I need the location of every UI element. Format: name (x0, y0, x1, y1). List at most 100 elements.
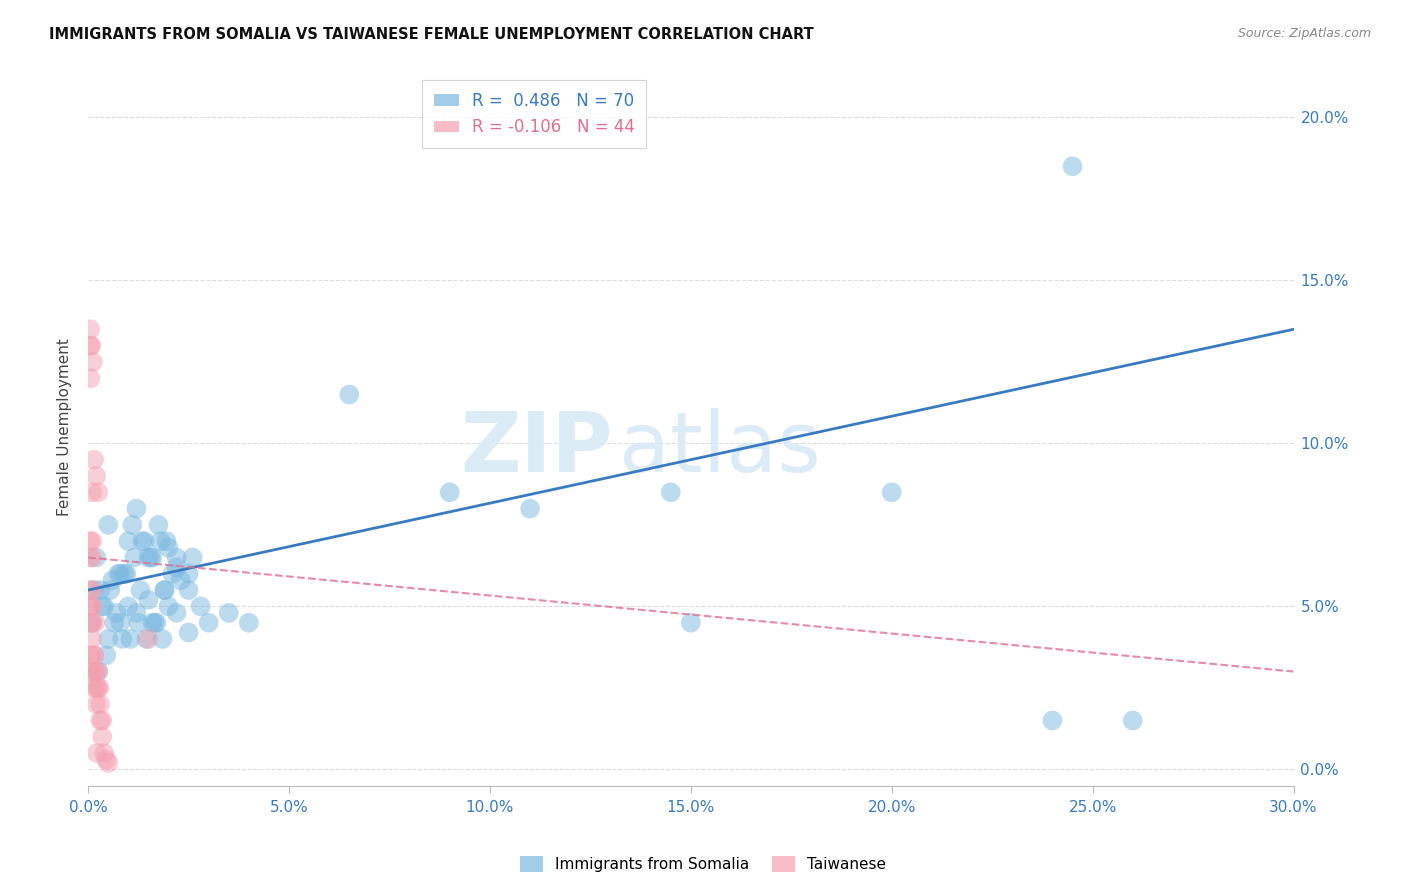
Point (87, 665, 110, 679)
Point (79, 550, 101, 565)
Point (79, 599, 101, 614)
Point (91, 714, 114, 728)
Point (166, 550, 188, 565)
Point (83, 648, 105, 663)
Point (149, 534, 172, 549)
Point (96, 753, 118, 767)
Point (79, 599, 101, 614)
Point (89, 714, 111, 728)
Point (135, 632, 157, 646)
Point (91, 730, 114, 744)
Point (82, 534, 104, 549)
Point (125, 501, 148, 516)
Point (80, 338, 103, 352)
Point (89, 583, 111, 598)
Point (177, 625, 200, 640)
Point (166, 560, 188, 574)
Point (101, 574, 124, 588)
Point (124, 550, 146, 565)
Point (91, 599, 114, 614)
Point (141, 550, 163, 565)
Legend: R =  0.486   N = 70, R = -0.106   N = 44: R = 0.486 N = 70, R = -0.106 N = 44 (422, 80, 647, 148)
Point (84, 615, 107, 630)
Point (89, 697, 111, 711)
Point (79, 338, 101, 352)
Point (880, 485, 903, 500)
Point (86, 746, 108, 760)
Point (157, 599, 180, 614)
Point (79, 322, 101, 336)
Text: Source: ZipAtlas.com: Source: ZipAtlas.com (1237, 27, 1371, 40)
Point (79, 665, 101, 679)
Point (120, 632, 142, 646)
Point (93, 746, 115, 760)
Point (110, 566, 132, 581)
Point (87, 665, 110, 679)
Point (439, 485, 461, 500)
Point (127, 615, 149, 630)
Point (1062, 159, 1084, 173)
Point (79, 371, 101, 385)
Point (157, 541, 180, 555)
Point (177, 583, 200, 598)
Point (115, 566, 138, 581)
Point (82, 615, 104, 630)
Point (1122, 714, 1144, 728)
Point (141, 615, 163, 630)
Point (139, 550, 162, 565)
Point (84, 681, 107, 695)
Point (166, 606, 188, 620)
Point (145, 615, 167, 630)
Point (98, 583, 121, 598)
Point (138, 632, 160, 646)
Point (1042, 714, 1064, 728)
Point (107, 566, 129, 581)
Point (83, 648, 105, 663)
Y-axis label: Female Unemployment: Female Unemployment (58, 338, 72, 516)
Point (153, 583, 176, 598)
Point (84, 469, 107, 483)
Point (169, 574, 191, 588)
Point (84, 665, 107, 679)
Point (129, 583, 152, 598)
Point (337, 387, 360, 401)
Point (177, 566, 200, 581)
Text: ZIP: ZIP (460, 409, 613, 489)
Point (155, 534, 177, 549)
Point (82, 599, 104, 614)
Point (197, 615, 219, 630)
Point (190, 599, 212, 614)
Point (96, 648, 118, 663)
Point (121, 517, 143, 532)
Point (84, 550, 107, 565)
Point (134, 534, 156, 549)
Point (519, 501, 541, 516)
Point (679, 615, 702, 630)
Point (181, 550, 204, 565)
Text: atlas: atlas (619, 409, 820, 489)
Point (82, 632, 104, 646)
Point (82, 355, 104, 369)
Point (82, 550, 104, 565)
Point (117, 534, 139, 549)
Point (82, 615, 104, 630)
Point (138, 592, 160, 607)
Point (125, 606, 148, 620)
Point (79, 534, 101, 549)
Point (131, 534, 153, 549)
Point (162, 566, 184, 581)
Point (112, 566, 135, 581)
Point (87, 485, 110, 500)
Point (89, 681, 111, 695)
Point (79, 615, 101, 630)
Point (143, 615, 166, 630)
Point (87, 681, 110, 695)
Point (79, 648, 101, 663)
Legend: Immigrants from Somalia, Taiwanese: Immigrants from Somalia, Taiwanese (512, 848, 894, 880)
Point (97, 632, 120, 646)
Point (93, 599, 115, 614)
Point (83, 452, 105, 467)
Point (83, 681, 105, 695)
Point (111, 632, 134, 646)
Point (218, 606, 240, 620)
